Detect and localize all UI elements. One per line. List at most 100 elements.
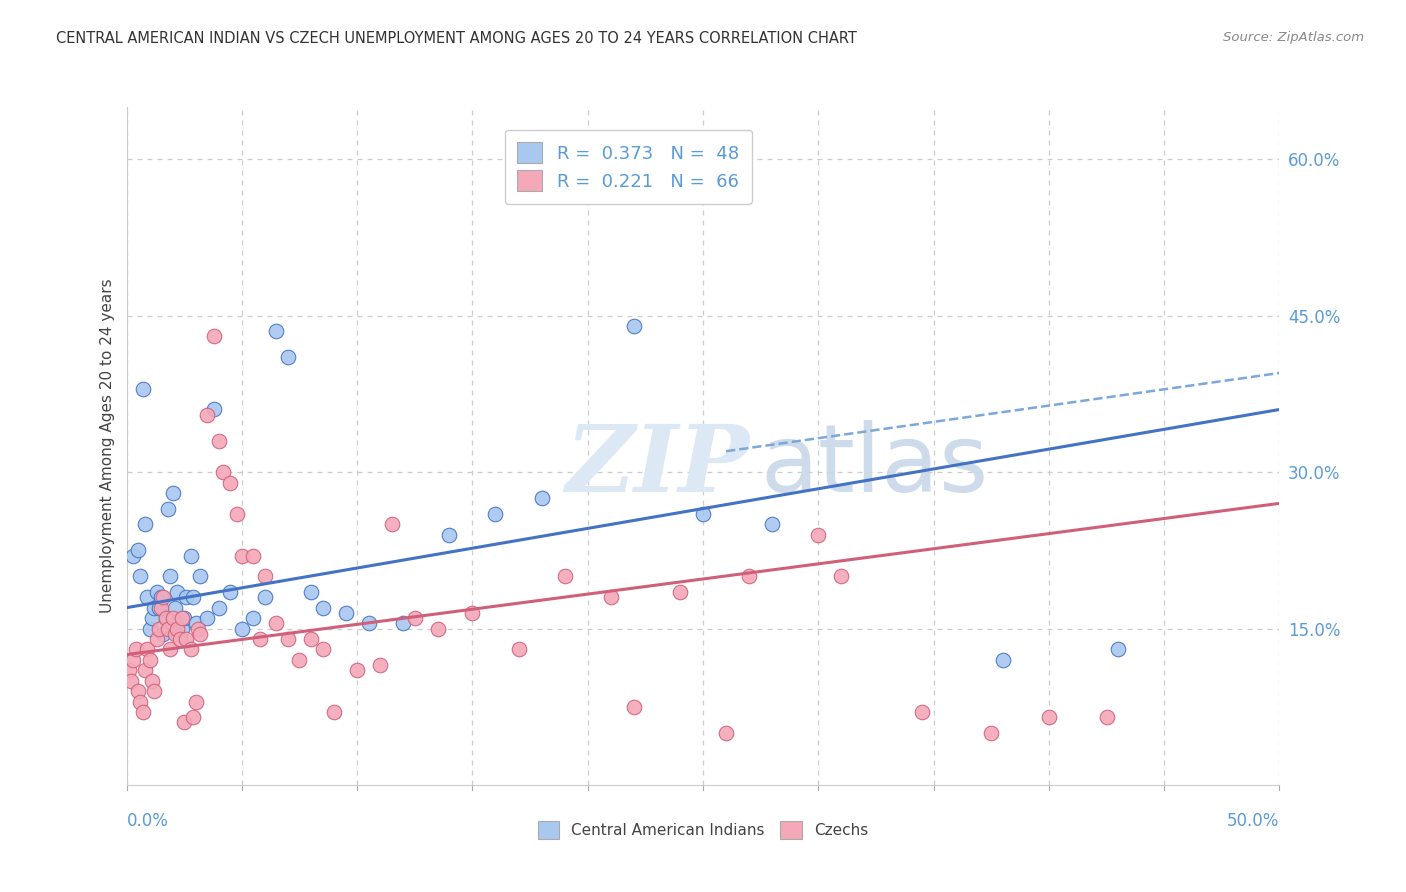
Text: CENTRAL AMERICAN INDIAN VS CZECH UNEMPLOYMENT AMONG AGES 20 TO 24 YEARS CORRELAT: CENTRAL AMERICAN INDIAN VS CZECH UNEMPLO… [56,31,858,46]
Point [554,569,576,583]
Point [277,351,299,365]
Point [183,710,205,724]
Point [184,694,207,708]
Point [141,673,163,688]
Point [714,726,737,740]
Point [170,611,193,625]
Point [136,591,159,605]
Point [288,653,311,667]
Point [129,569,152,583]
Point [202,329,225,343]
Point [1038,710,1060,724]
Point [162,611,184,625]
Point [530,491,553,505]
Text: ZIP: ZIP [565,421,749,511]
Point [311,642,333,657]
Point [180,642,202,657]
Point [368,658,391,673]
Point [166,585,188,599]
Text: 0.0%: 0.0% [127,812,169,830]
Point [180,549,202,563]
Point [183,591,205,605]
Y-axis label: Unemployment Among Ages 20 to 24 years: Unemployment Among Ages 20 to 24 years [100,278,115,614]
Point [159,569,181,583]
Point [118,663,141,677]
Point [991,653,1014,667]
Point [226,507,249,521]
Point [439,527,461,541]
Point [195,408,218,422]
Point [150,591,173,605]
Point [150,600,173,615]
Point [162,486,184,500]
Point [131,705,153,719]
Point [266,324,288,338]
Point [599,591,621,605]
Point [155,611,177,625]
Point [980,726,1002,740]
Point [623,699,645,714]
Point [830,569,852,583]
Point [127,684,149,698]
Point [148,622,170,636]
Point [138,622,160,636]
Point [242,549,264,563]
Point [219,585,242,599]
Point [188,569,211,583]
Point [208,434,231,448]
Point [159,642,181,657]
Point [173,611,195,625]
Point [911,705,934,719]
Point [392,616,415,631]
Point [1095,710,1118,724]
Point [346,663,368,677]
Point [173,715,195,730]
Point [426,622,449,636]
Point [127,543,149,558]
Point [323,705,346,719]
Point [508,642,530,657]
Text: 50.0%: 50.0% [1227,812,1279,830]
Text: Source: ZipAtlas.com: Source: ZipAtlas.com [1223,31,1364,45]
Point [807,527,830,541]
Point [231,622,253,636]
Point [141,611,163,625]
Point [170,622,193,636]
Point [166,622,188,636]
Point [143,600,166,615]
Point [169,632,191,646]
Point [122,549,145,563]
Point [157,501,180,516]
Point [122,653,145,667]
Point [761,517,783,532]
Point [461,606,484,620]
Text: atlas: atlas [761,420,988,512]
Point [277,632,299,646]
Point [134,517,156,532]
Point [155,611,177,625]
Point [188,626,211,640]
Point [692,507,714,521]
Point [136,642,159,657]
Point [219,475,242,490]
Point [231,549,253,563]
Point [357,616,380,631]
Point [163,626,186,640]
Point [738,569,761,583]
Point [311,600,333,615]
Point [1107,642,1129,657]
Point [195,611,218,625]
Point [212,465,235,479]
Point [208,600,231,615]
Point [253,591,276,605]
Point [335,606,357,620]
Point [138,653,160,667]
Point [253,569,276,583]
Point [134,663,156,677]
Point [184,616,207,631]
Point [145,632,167,646]
Point [202,402,225,417]
Point [176,591,198,605]
Point [623,319,645,334]
Point [152,591,174,605]
